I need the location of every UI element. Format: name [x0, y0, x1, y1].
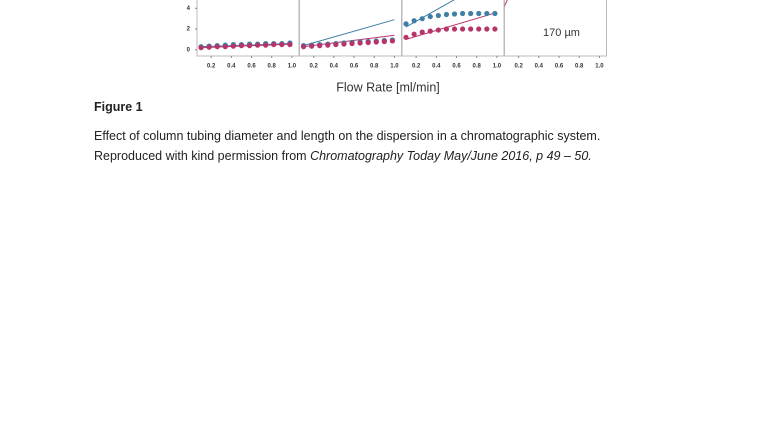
fit-line: [303, 19, 395, 47]
data-point: [451, 11, 458, 17]
x-tick-label: 1.0: [493, 64, 502, 70]
data-point: [476, 26, 482, 32]
x-tick-label: 0.8: [575, 64, 584, 70]
data-point: [254, 42, 261, 48]
data-point: [287, 41, 293, 48]
data-point: [333, 41, 339, 48]
data-point: [349, 40, 355, 47]
figure-label: Figure 1: [94, 100, 143, 114]
x-tick-label: 0.4: [227, 64, 236, 70]
data-point: [411, 18, 417, 24]
data-point: [403, 21, 409, 27]
x-tick-label: 0.4: [330, 64, 339, 70]
plot-area: [403, 0, 498, 40]
data-point: [468, 26, 474, 32]
data-point: [357, 40, 363, 46]
panel-annotation: 170 µm: [543, 27, 580, 39]
data-point: [222, 44, 228, 50]
x-tick-label: 1.0: [595, 64, 604, 70]
x-tick-label: 0.4: [535, 64, 544, 70]
data-point: [389, 38, 396, 44]
data-point: [214, 44, 220, 50]
data-point: [341, 41, 347, 47]
x-tick-label: 0.6: [247, 64, 256, 70]
data-point: [279, 41, 285, 48]
data-point: [381, 38, 387, 45]
data-point: [476, 10, 482, 17]
data-point: [484, 10, 490, 17]
x-tick-label: 0.8: [473, 64, 482, 70]
x-tick-label: 0.8: [370, 64, 379, 70]
data-point: [492, 10, 498, 17]
data-point: [325, 42, 331, 48]
caption-text: Reproduced with kind permission from: [94, 149, 311, 163]
data-point: [365, 39, 371, 46]
data-point: [198, 45, 204, 51]
data-point: [435, 27, 441, 33]
data-point: [443, 11, 450, 18]
data-point: [419, 29, 425, 35]
fit-line: [504, 0, 508, 8]
data-point: [459, 10, 466, 17]
x-axis-label: Flow Rate [ml/min]: [336, 80, 440, 94]
x-tick-label: 0.6: [555, 64, 564, 70]
plot-area: [300, 19, 396, 50]
data-point: [300, 44, 307, 50]
data-point: [246, 43, 253, 49]
data-point: [206, 44, 212, 50]
x-tick-label: 0.6: [452, 64, 461, 70]
x-tick-label: 0.2: [207, 64, 216, 70]
caption-citation: Chromatography Today May/June 2016, p 49…: [310, 149, 592, 163]
data-point: [263, 42, 269, 48]
x-tick-label: 0.2: [412, 64, 421, 70]
data-point: [238, 43, 245, 49]
data-point: [419, 16, 425, 22]
data-point: [411, 31, 417, 37]
x-tick-label: 1.0: [288, 64, 297, 70]
data-point: [435, 12, 441, 19]
x-tick-label: 0.8: [268, 64, 277, 70]
data-point: [403, 34, 409, 40]
y-tick-label: 0: [187, 47, 191, 53]
x-tick-label: 0.2: [514, 64, 523, 70]
x-tick-label: 1.0: [390, 64, 399, 70]
panel-frame: [299, 0, 402, 57]
x-tick-label: 0.4: [432, 64, 441, 70]
plot-area: [504, 0, 508, 8]
data-point: [459, 26, 466, 32]
data-point: [373, 39, 379, 45]
data-point: [468, 10, 474, 17]
plot-area: [198, 40, 293, 51]
data-point: [271, 41, 277, 48]
figure-chart: Flow Rate [ml/min] 0.2 0.4 0.6 0.8 1.0 0 2 4 0.2…: [187, 0, 607, 94]
fit-line: [405, 11, 498, 40]
data-point: [484, 26, 490, 32]
data-point: [230, 43, 236, 49]
data-point: [451, 26, 458, 32]
x-tick-label: 0.6: [350, 64, 359, 70]
caption-line: Reproduced with kind permission from Chr…: [94, 149, 592, 163]
data-point: [427, 28, 433, 34]
data-point: [309, 43, 315, 49]
data-point: [443, 26, 450, 32]
data-point: [492, 26, 498, 32]
data-point: [317, 43, 323, 49]
y-tick-label: 2: [187, 27, 191, 33]
data-point: [427, 13, 433, 20]
x-tick-label: 0.2: [309, 64, 318, 70]
caption-line: Effect of column tubing diameter and len…: [94, 129, 601, 143]
panel-frame: [504, 0, 607, 57]
y-tick-label: 4: [187, 6, 191, 12]
